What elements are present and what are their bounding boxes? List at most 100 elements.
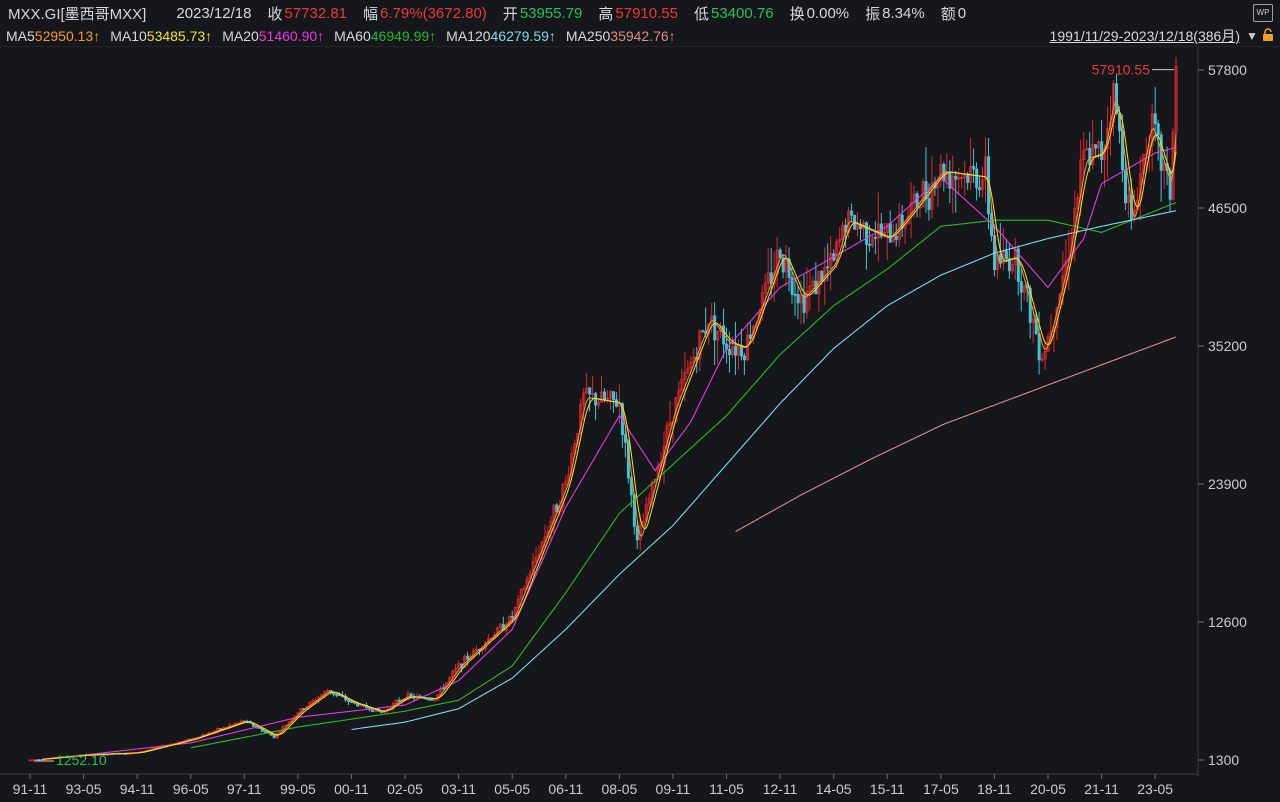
ma-line-ma5 [41,100,1177,760]
candle-body [674,397,678,423]
candle-body [805,290,809,313]
dropdown-icon[interactable]: ▼ [1246,29,1258,43]
candle-body [826,266,830,269]
candle-body [311,700,315,703]
candle-body [1079,159,1083,199]
x-tick-label: 99-05 [280,781,316,797]
candle-body [734,345,738,356]
y-tick-label: 57800 [1208,62,1247,78]
candle-body [939,163,943,182]
candle-body [1106,128,1110,150]
candle-body [1019,281,1023,293]
x-tick-label: 15-11 [870,781,905,797]
candle-body [728,348,732,356]
candle-body [873,236,877,239]
lock-icon[interactable] [1262,28,1274,42]
candle-body [998,254,1002,264]
amount-label: 额 [940,5,956,23]
candle-body [1016,248,1020,282]
candle-body [972,165,976,170]
ma-legend-name: MA5 [6,28,35,44]
wp-icon[interactable]: WP [1253,4,1273,22]
ma-legend-name: MA10 [110,28,147,44]
candle-body [1156,123,1160,136]
x-tick-label: 00-11 [334,781,369,797]
candle-body [1097,141,1101,149]
candle-body [701,330,705,333]
candle-body [802,294,806,313]
x-tick-label: 20-05 [1030,781,1066,797]
candle-body [808,285,812,292]
candle-body [742,355,746,361]
amplitude-label: 振 [865,5,881,23]
candle-body [635,525,639,541]
ma-legend-name: MA60 [334,28,371,44]
candle-body [597,401,601,406]
quote-date: 2023/12/18 [176,4,252,22]
candle-body [1150,113,1154,146]
ma-legend-value: 53485.73↑ [146,28,213,44]
candle-body [823,266,827,282]
y-tick-label: 46500 [1208,200,1247,216]
candle-body [475,649,479,652]
candle-body [603,391,607,401]
x-tick-label: 02-05 [387,781,423,797]
candle-body [1031,318,1035,323]
candle-body [683,371,687,380]
candle-body [1162,163,1166,171]
candle-body [838,239,842,242]
candle-body [1085,148,1089,151]
ma-line-ma60 [190,201,1177,749]
candle-body [960,176,964,179]
x-tick-label: 18-11 [977,781,1012,797]
candle-body [370,709,374,712]
candle-body [263,730,267,733]
open-value: 53955.79 [519,4,583,22]
change-value: 6.79%(3672.80) [380,4,487,22]
turnover-label: 换 [789,5,805,23]
candle-body [677,389,681,399]
kline-chart[interactable]: 57800 46500 35200 23900 12600 1300 91-11 93-05 9… [0,46,1280,802]
candle-body [466,655,470,661]
ma-legend-value: 46949.99↑ [370,28,437,44]
candle-body [906,216,910,225]
candle-body [609,391,613,399]
candle-body [885,223,889,233]
candle-body [1082,149,1086,161]
candle-body [591,393,595,395]
candle-body [868,243,872,246]
symbol-title[interactable]: MXX.GI[墨西哥MXX] [8,5,147,23]
candle-body [1126,194,1130,204]
candle-body [427,698,431,701]
x-tick-label: 12-11 [763,781,798,797]
amplitude-value: 8.34% [882,4,925,22]
ma-legend-value: 51460.90↑ [258,28,325,44]
candle-body [1115,83,1119,114]
candle-body [549,520,553,532]
candle-body [1100,141,1104,160]
candle-body [585,387,589,394]
candle-body [457,663,461,669]
candle-body [1040,358,1044,361]
candle-body [966,173,970,183]
candle-body [799,294,803,304]
candle-body [1010,264,1014,272]
candle-body [1094,144,1098,149]
candle-body [612,391,616,401]
candle-body [1123,169,1127,204]
candle-body [981,179,985,191]
x-tick-label: 21-11 [1084,781,1119,797]
ma-line-ma120 [351,210,1177,731]
candle-body [28,759,32,762]
candle-body [927,198,931,210]
candle-body [546,530,550,538]
candle-body [641,520,645,527]
max-annotation: 57910.55 [1092,62,1151,78]
candle-body [1174,65,1178,133]
x-tick-label: 91-11 [13,781,48,797]
date-range-selector[interactable]: 1991/11/29-2023/12/18(386月) [1049,28,1240,44]
candle-body [284,724,288,728]
candle-body [510,616,514,619]
candle-body [790,277,794,295]
candle-body [576,433,580,444]
